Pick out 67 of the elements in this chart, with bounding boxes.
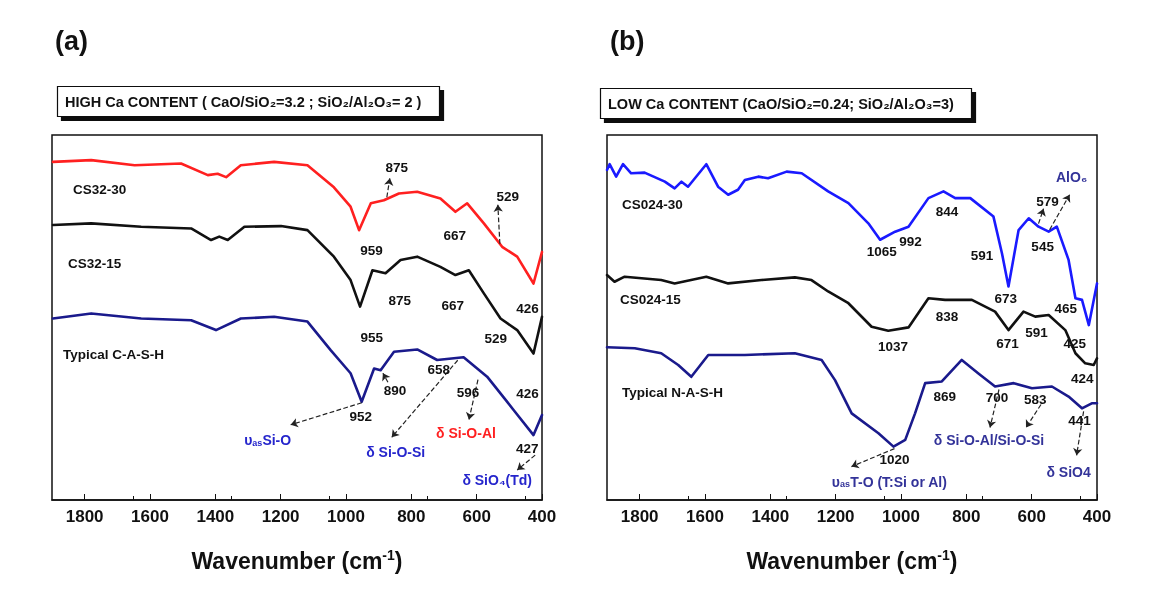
annotation: δ SiO4 (1046, 464, 1091, 481)
x-tick-label: 1200 (816, 507, 855, 526)
x-tick-label: 600 (1017, 507, 1046, 526)
chart-subtitle: LOW Ca CONTENT (CaO/SiO₂=0.24; SiO₂/Al₂O₃=3) (608, 95, 955, 112)
annotation: 671 (996, 335, 1020, 351)
annotation: 1020 (879, 452, 910, 468)
x-tick-label: 1600 (131, 507, 169, 526)
annotation: 658 (427, 361, 451, 377)
annotation: 596 (456, 385, 480, 401)
annotation: δ Si-O-Si (366, 444, 426, 461)
annotation: 583 (1023, 391, 1047, 407)
annotation: 667 (443, 228, 467, 244)
series-label: CS024-30 (622, 197, 683, 213)
annotation: 1065 (866, 244, 898, 260)
annotation: 869 (933, 388, 957, 404)
annotation: 844 (935, 203, 959, 219)
x-tick-label: 800 (397, 507, 426, 526)
annotation: 959 (360, 242, 383, 258)
annotation: 529 (484, 331, 508, 347)
x-tick-label: 1600 (686, 507, 724, 526)
annotation: 1037 (877, 339, 908, 355)
chart-title: (b) (610, 25, 645, 56)
x-tick-label: 1400 (751, 507, 790, 526)
annotation: 441 (1068, 412, 1092, 428)
annotation: 465 (1054, 300, 1078, 316)
annotation: 673 (994, 290, 1018, 306)
annotation: 427 (515, 440, 539, 456)
annotation: δ SiO₄(Td) (462, 472, 532, 489)
series-label: CS32-30 (72, 182, 127, 198)
x-tick-label: 400 (1082, 507, 1112, 526)
x-tick-label: 1800 (65, 507, 104, 526)
annotation: 700 (985, 390, 1009, 405)
annotation: 875 (385, 159, 409, 175)
text: CS32-15 (67, 255, 122, 271)
x-tick-label: 1000 (882, 507, 920, 526)
annotation: 591 (1025, 325, 1049, 341)
series-label: CS024-15 (620, 291, 682, 307)
annotation: 875 (388, 292, 412, 308)
annotation: 426 (516, 386, 540, 402)
annotation: υasT-O (T:Si or Al) (831, 473, 947, 490)
annotation: 426 (516, 301, 540, 317)
annotation: 890 (383, 382, 407, 398)
annotation: 529 (496, 189, 520, 205)
chart-subtitle: HIGH Ca CONTENT ( CaO/SiO₂=3.2 ; SiO₂/Al₂O₃= 2 ) (65, 93, 422, 110)
annotation: 955 (360, 330, 384, 346)
annotation: 591 (970, 247, 994, 263)
annotation: 838 (935, 309, 959, 325)
x-tick-label: 400 (527, 507, 557, 526)
annotation: 952 (349, 409, 372, 425)
annotation: 579 (1036, 194, 1059, 210)
x-tick-label: 600 (462, 507, 491, 526)
annotation: δ Si-O-Al/Si-O-Si (933, 431, 1045, 448)
x-tick-label: 1200 (261, 507, 300, 526)
x-tick-label: 1400 (196, 507, 235, 526)
x-tick-label: 1000 (327, 507, 365, 526)
annotation: 424 (1070, 370, 1094, 386)
text: Typical C-A-S-H (62, 347, 164, 363)
x-tick-label: 800 (952, 507, 981, 526)
annotation: 545 (1031, 239, 1055, 255)
annotation: 992 (899, 233, 922, 249)
x-tick-label: 1800 (620, 507, 659, 526)
series-label: Typical N-A-S-H (622, 384, 724, 400)
annotation: AlO₆ (1056, 168, 1088, 185)
annotation: δ Si-O-Al (436, 424, 496, 441)
chart-title: (a) (55, 25, 88, 56)
annotation: υasSi-O (244, 431, 292, 448)
annotation: 667 (441, 297, 465, 313)
